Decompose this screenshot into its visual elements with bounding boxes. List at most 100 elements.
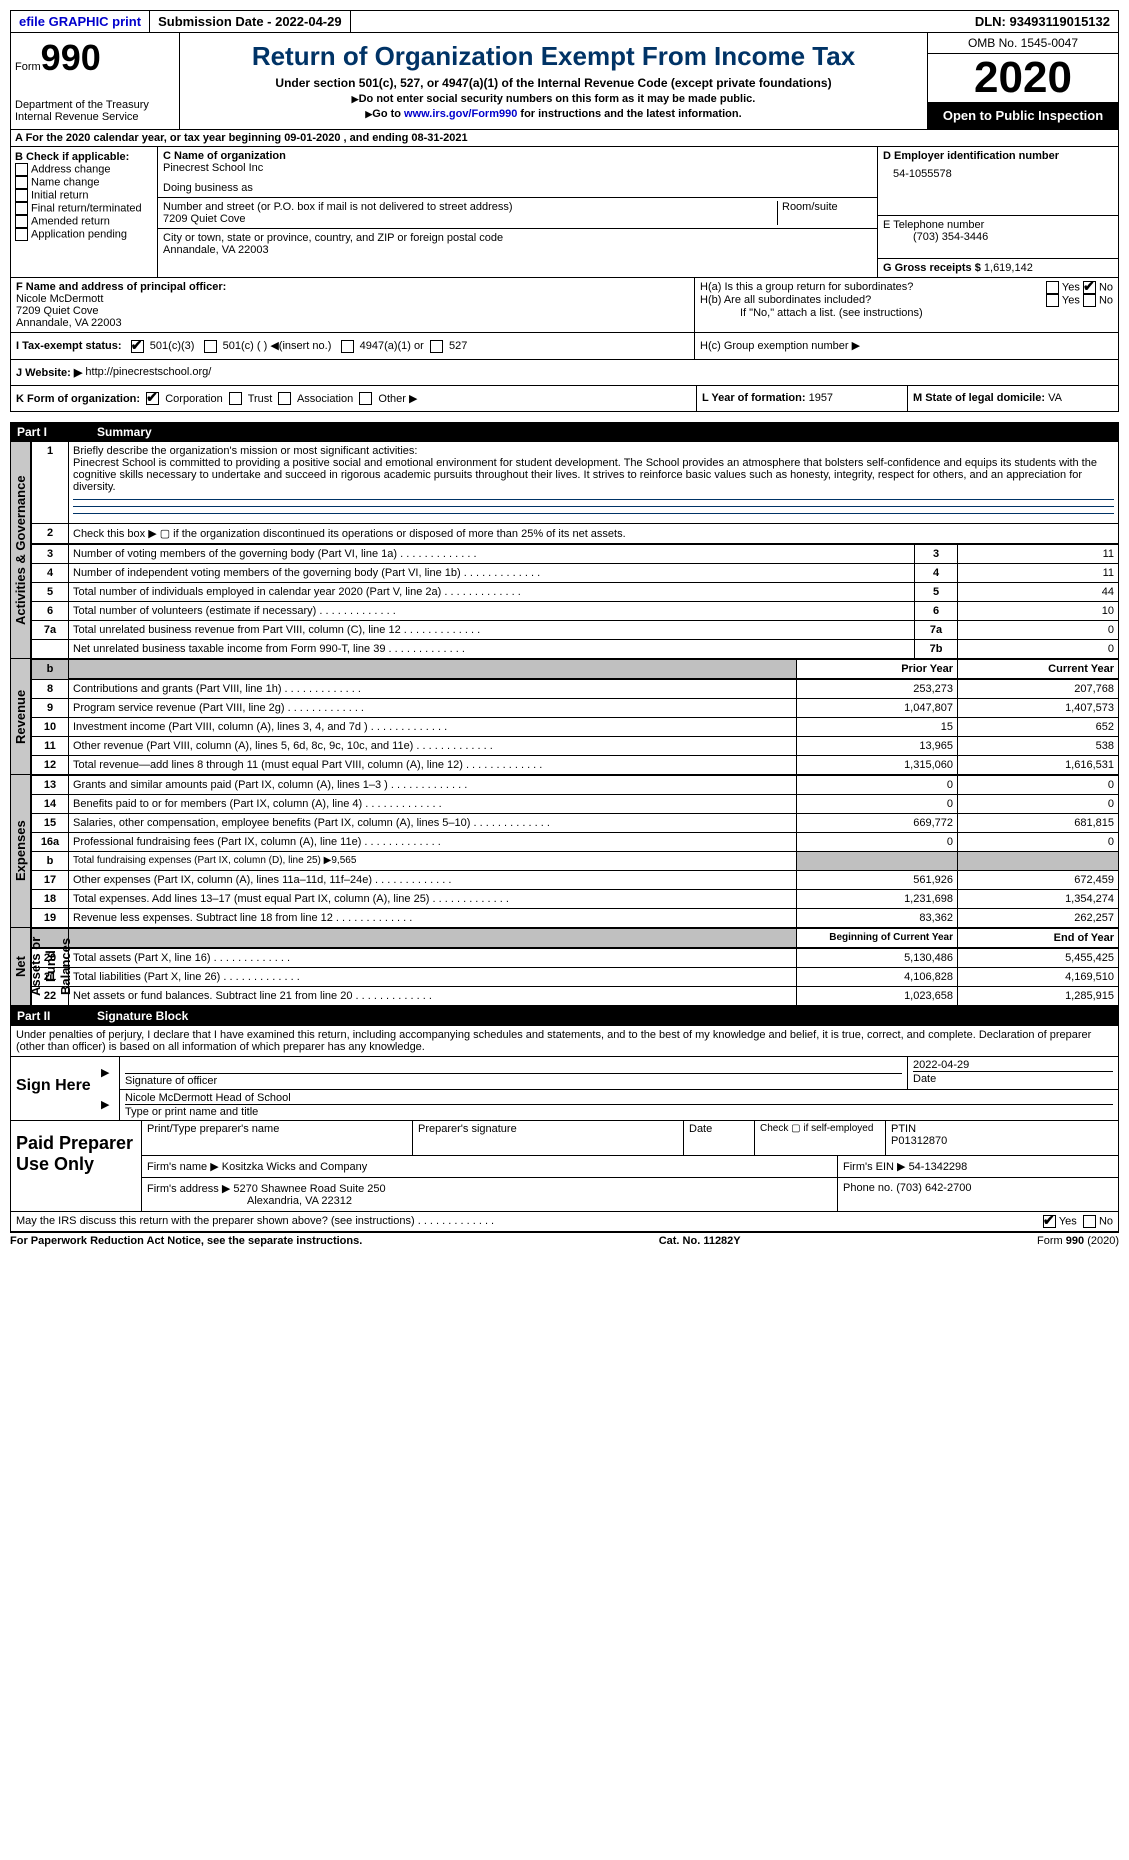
- hb-no-chk[interactable]: [1083, 294, 1096, 307]
- city-value: Annandale, VA 22003: [163, 244, 872, 256]
- firm-phone-value: (703) 642-2700: [896, 1182, 971, 1194]
- chk-application-pending[interactable]: Application pending: [15, 228, 153, 241]
- note-goto-pre: Go to: [372, 108, 404, 120]
- officer-street: 7209 Quiet Cove: [16, 305, 689, 317]
- officer-name-label: Type or print name and title: [125, 1104, 1113, 1118]
- chk-501c3[interactable]: [131, 340, 144, 353]
- prep-name-hdr: Print/Type preparer's name: [142, 1121, 413, 1155]
- dba-label: Doing business as: [163, 182, 872, 194]
- chk-association[interactable]: [278, 392, 291, 405]
- gross-receipts-label: G Gross receipts $: [883, 262, 981, 274]
- part1-header: Part I Summary: [10, 422, 1119, 442]
- chk-527[interactable]: [430, 340, 443, 353]
- form-word: Form: [15, 61, 41, 73]
- data-row: 12Total revenue—add lines 8 through 11 (…: [32, 756, 1119, 775]
- end-year-hdr: End of Year: [958, 929, 1119, 948]
- ha-yes-chk[interactable]: [1046, 281, 1059, 294]
- firm-name-value: Kositzka Wicks and Company: [222, 1161, 368, 1173]
- note-goto-post: for instructions and the latest informat…: [517, 108, 741, 120]
- tab-governance: Activities & Governance: [10, 442, 31, 659]
- form-subtitle: Under section 501(c), 527, or 4947(a)(1)…: [184, 76, 923, 90]
- tab-expenses: Expenses: [10, 775, 31, 928]
- discuss-yes-chk[interactable]: [1043, 1215, 1056, 1228]
- line-2: Check this box ▶ ▢ if the organization d…: [69, 524, 1119, 544]
- data-row: 15Salaries, other compensation, employee…: [32, 814, 1119, 833]
- form-title: Return of Organization Exempt From Incom…: [184, 41, 923, 72]
- tab-revenue: Revenue: [10, 659, 31, 775]
- firm-addr2: Alexandria, VA 22312: [147, 1195, 352, 1207]
- mission-label: Briefly describe the organization's miss…: [73, 445, 417, 457]
- form-of-org-label: K Form of organization:: [16, 393, 140, 405]
- gov-row: 3Number of voting members of the governi…: [32, 545, 1119, 564]
- hb-note: If "No," attach a list. (see instruction…: [700, 307, 1113, 319]
- current-year-hdr: Current Year: [958, 660, 1119, 679]
- ein-value: 54-1055578: [883, 162, 1113, 180]
- data-row: 20Total assets (Part X, line 16)5,130,48…: [32, 949, 1119, 968]
- sig-date-label: Date: [913, 1071, 1113, 1085]
- chk-final-return[interactable]: Final return/terminated: [15, 202, 153, 215]
- chk-name-change[interactable]: Name change: [15, 176, 153, 189]
- prep-date-hdr: Date: [684, 1121, 755, 1155]
- footer-cat: Cat. No. 11282Y: [659, 1235, 741, 1247]
- year-formation-label: L Year of formation:: [702, 392, 806, 404]
- chk-initial-return[interactable]: Initial return: [15, 189, 153, 202]
- chk-other[interactable]: [359, 392, 372, 405]
- sig-date: 2022-04-29: [913, 1059, 1113, 1071]
- part2-header: Part II Signature Block: [10, 1006, 1119, 1026]
- ein-label: D Employer identification number: [883, 150, 1113, 162]
- chk-501c[interactable]: [204, 340, 217, 353]
- chk-amended-return[interactable]: Amended return: [15, 215, 153, 228]
- officer-h-row: F Name and address of principal officer:…: [10, 278, 1119, 333]
- data-row: bTotal fundraising expenses (Part IX, co…: [32, 852, 1119, 871]
- room-suite-label: Room/suite: [778, 201, 872, 225]
- data-row: 9Program service revenue (Part VIII, lin…: [32, 699, 1119, 718]
- phone-label: E Telephone number: [883, 219, 1113, 231]
- data-row: 8Contributions and grants (Part VIII, li…: [32, 680, 1119, 699]
- note-ssn: Do not enter social security numbers on …: [359, 93, 756, 105]
- data-row: 14Benefits paid to or for members (Part …: [32, 795, 1119, 814]
- hc-label: H(c) Group exemption number ▶: [695, 333, 1118, 359]
- phone-value: (703) 354-3446: [883, 231, 1113, 243]
- ha-no-chk[interactable]: [1083, 281, 1096, 294]
- sig-officer-label: Signature of officer: [125, 1073, 902, 1087]
- data-row: 21Total liabilities (Part X, line 26)4,1…: [32, 968, 1119, 987]
- prep-sig-hdr: Preparer's signature: [413, 1121, 684, 1155]
- year-formation-value: 1957: [809, 392, 833, 404]
- omb-number: OMB No. 1545-0047: [928, 33, 1118, 54]
- firm-ein-value: 54-1342298: [909, 1161, 968, 1173]
- org-name: Pinecrest School Inc: [163, 162, 872, 174]
- chk-trust[interactable]: [229, 392, 242, 405]
- hb-yes-chk[interactable]: [1046, 294, 1059, 307]
- officer-name: Nicole McDermott: [16, 293, 689, 305]
- data-row: 19Revenue less expenses. Subtract line 1…: [32, 909, 1119, 928]
- prep-ptin-hdr: PTIN: [891, 1123, 1113, 1135]
- paid-preparer-label: Paid Preparer Use Only: [11, 1121, 141, 1211]
- tab-net-assets: Net Assets or Fund Balances: [10, 928, 31, 1006]
- firm-ein-label: Firm's EIN ▶: [843, 1161, 906, 1173]
- chk-address-change[interactable]: Address change: [15, 163, 153, 176]
- footer-pra: For Paperwork Reduction Act Notice, see …: [10, 1235, 362, 1247]
- street-value: 7209 Quiet Cove: [163, 213, 773, 225]
- city-label: City or town, state or province, country…: [163, 232, 872, 244]
- chk-corporation[interactable]: [146, 392, 159, 405]
- website-value[interactable]: http://pinecrestschool.org/: [85, 366, 211, 379]
- org-name-label: C Name of organization: [163, 150, 872, 162]
- open-to-public: Open to Public Inspection: [928, 102, 1118, 129]
- entity-block: B Check if applicable: Address change Na…: [10, 147, 1119, 278]
- firm-addr1: 5270 Shawnee Road Suite 250: [233, 1183, 385, 1195]
- data-row: 11Other revenue (Part VIII, column (A), …: [32, 737, 1119, 756]
- line-a: A For the 2020 calendar year, or tax yea…: [10, 130, 1119, 147]
- check-if-applicable-label: B Check if applicable:: [15, 151, 153, 163]
- discuss-label: May the IRS discuss this return with the…: [16, 1215, 415, 1227]
- website-label: J Website: ▶: [16, 366, 82, 379]
- data-row: 17Other expenses (Part IX, column (A), l…: [32, 871, 1119, 890]
- chk-4947[interactable]: [341, 340, 354, 353]
- gov-row: 6Total number of volunteers (estimate if…: [32, 602, 1119, 621]
- submission-date: Submission Date - 2022-04-29: [150, 11, 351, 32]
- instructions-link[interactable]: www.irs.gov/Form990: [404, 108, 517, 120]
- dln: DLN: 93493119015132: [351, 11, 1118, 32]
- discuss-no-chk[interactable]: [1083, 1215, 1096, 1228]
- ha-label: H(a) Is this a group return for subordin…: [700, 281, 1046, 294]
- efile-link[interactable]: efile GRAPHIC print: [11, 11, 150, 32]
- begin-year-hdr: Beginning of Current Year: [797, 929, 958, 948]
